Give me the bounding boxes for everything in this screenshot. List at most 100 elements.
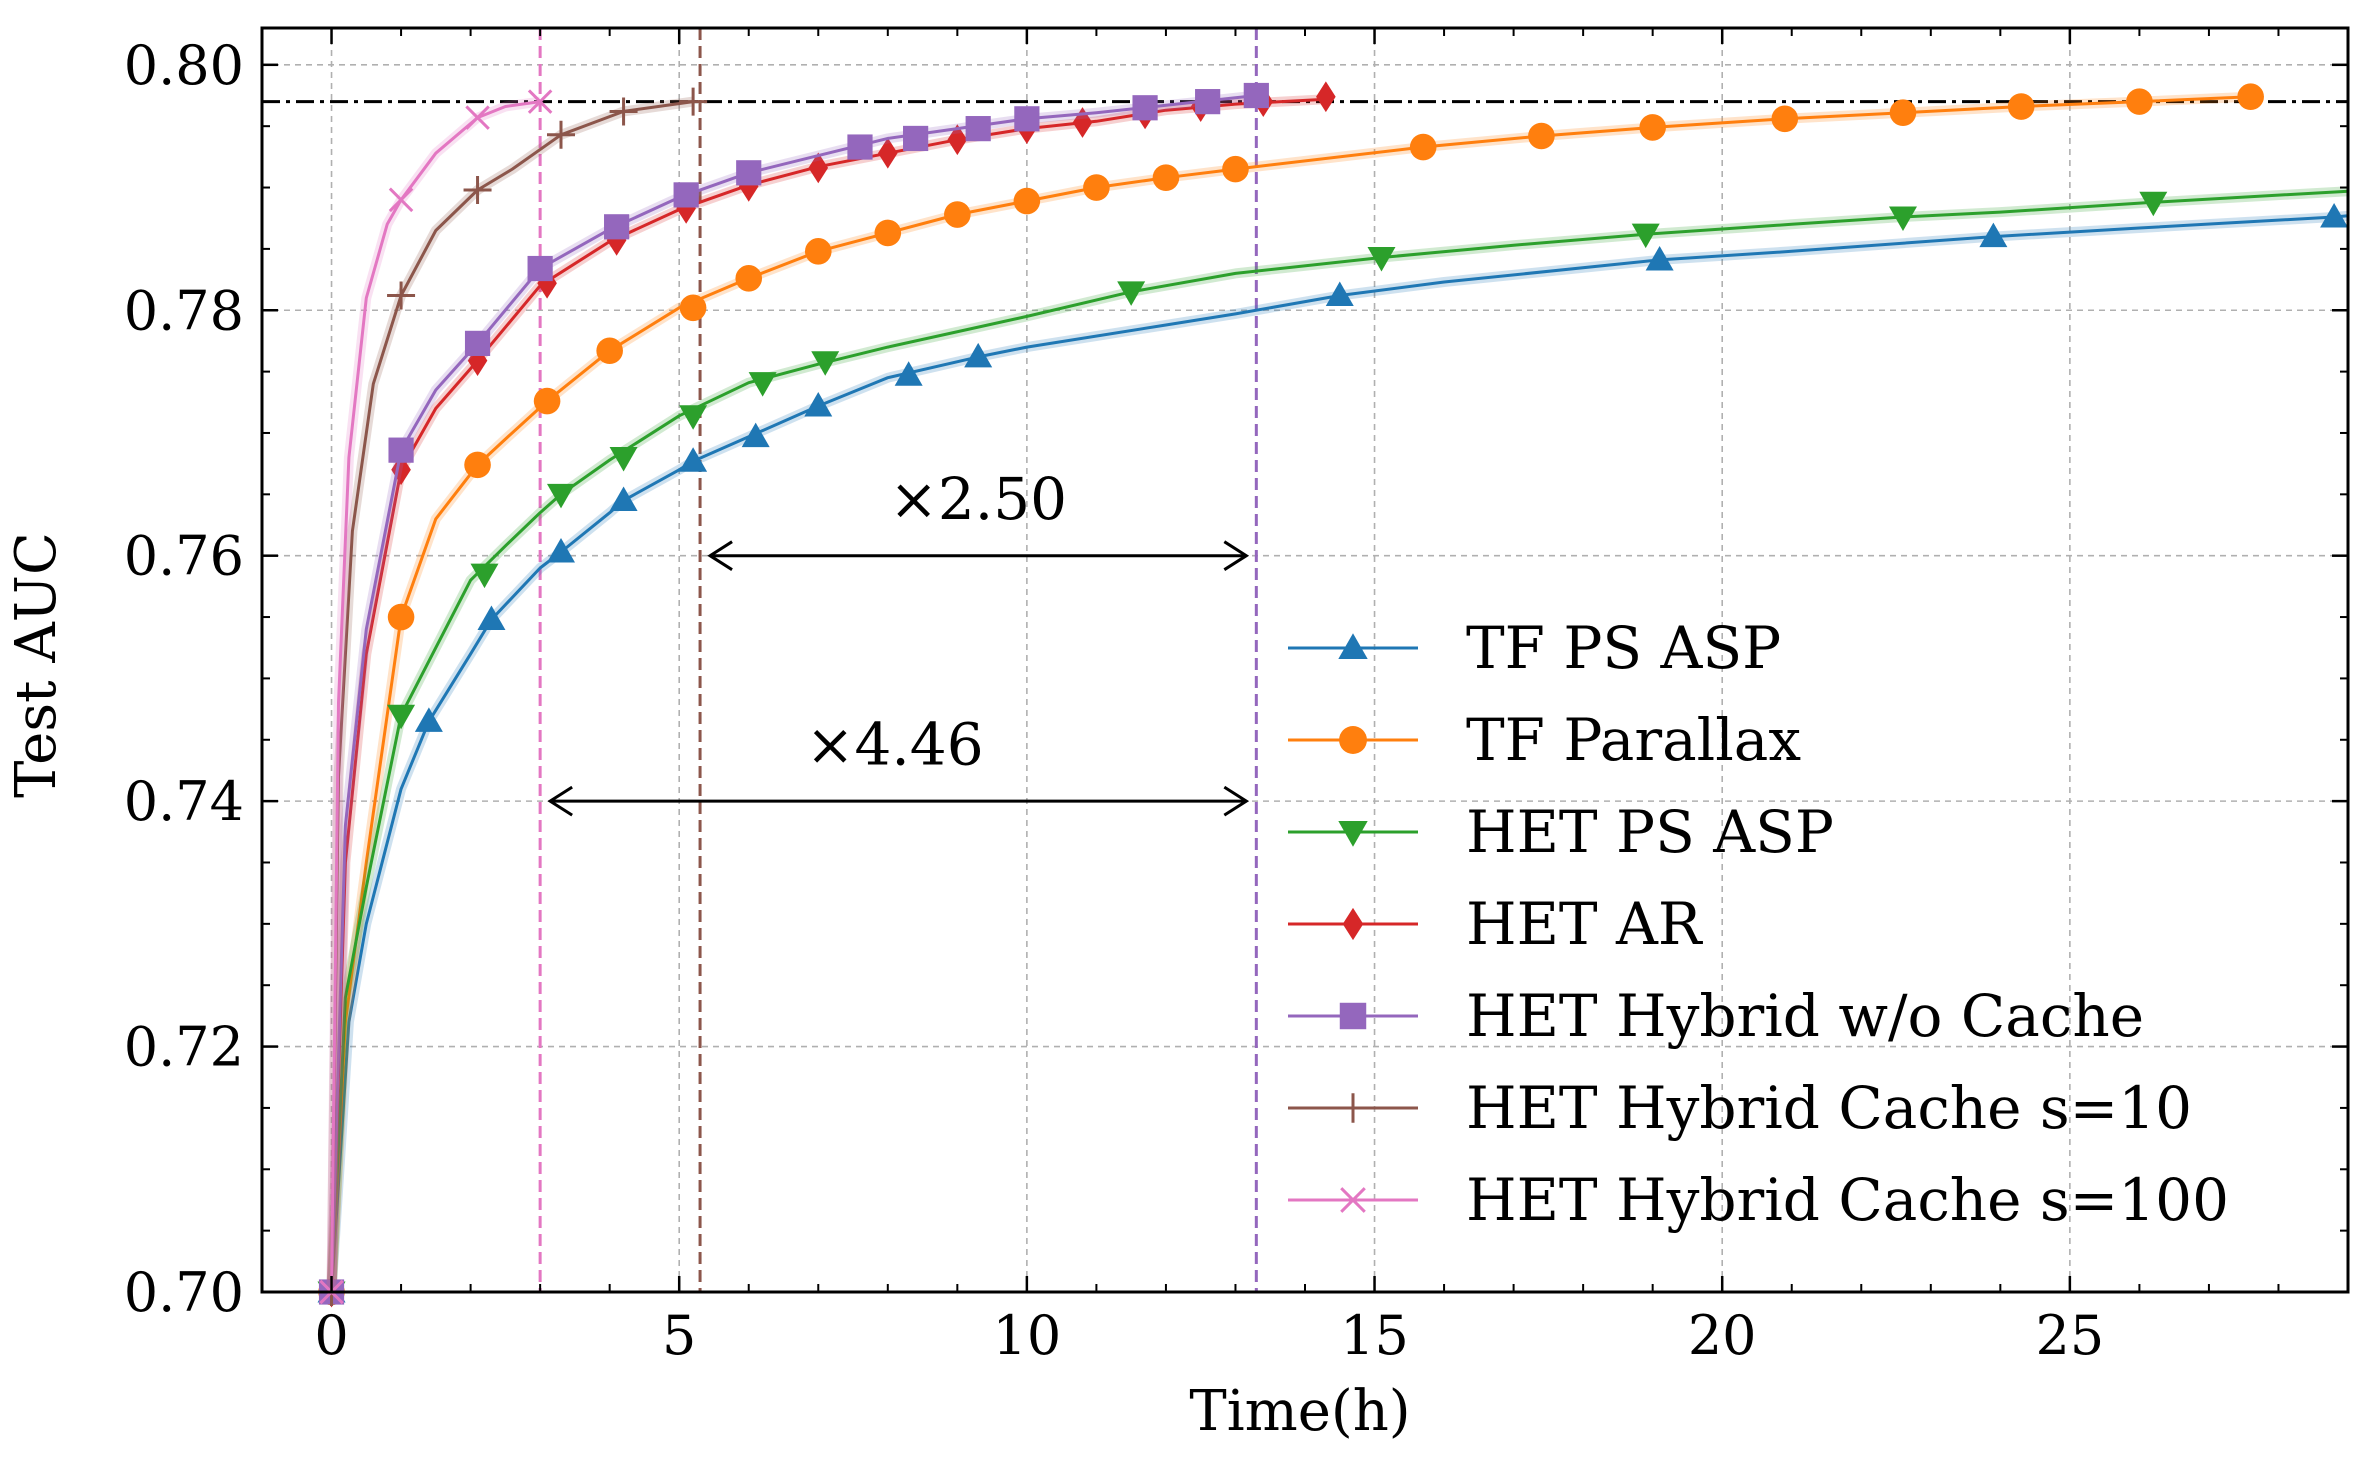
annotation-arrowhead-right: [1223, 785, 1250, 817]
data-series: [317, 81, 2349, 1308]
marker-circle: [1222, 155, 1249, 183]
legend-label: TF Parallax: [1466, 706, 1801, 774]
series-line: [330, 189, 2349, 1293]
marker-square: [1243, 82, 1269, 109]
legend-entry: HET Hybrid w/o Cache: [1288, 982, 2144, 1050]
legend-label: HET Hybrid w/o Cache: [1466, 982, 2144, 1050]
marker-triangle-down: [470, 563, 499, 589]
annotation-label: ×2.50: [889, 465, 1067, 533]
series-line: [330, 100, 694, 1293]
legend-label: HET PS ASP: [1466, 798, 1834, 866]
marker-triangle-up: [609, 486, 638, 511]
legend-label: HET Hybrid Cache s=10: [1466, 1074, 2192, 1142]
marker-triangle-down: [1888, 206, 1917, 231]
marker-diamond: [878, 137, 898, 169]
marker-circle: [804, 238, 832, 265]
marker-circle: [1528, 122, 1555, 150]
marker-diamond: [1342, 907, 1364, 941]
legend-label: HET Hybrid Cache s=100: [1466, 1166, 2229, 1234]
y-tick-label: 0.74: [124, 770, 244, 833]
marker-triangle-up: [1645, 245, 1674, 271]
marker-circle: [1083, 174, 1110, 201]
y-tick-label: 0.70: [124, 1261, 244, 1324]
marker-triangle-up: [2320, 202, 2349, 228]
y-tick-label: 0.72: [124, 1016, 244, 1079]
series-line: [330, 97, 1326, 1293]
marker-plus: [387, 281, 416, 310]
marker-plus: [1338, 1093, 1368, 1123]
marker-plus: [609, 97, 638, 126]
marker-circle: [1013, 187, 1041, 215]
x-tick-label: 5: [662, 1304, 696, 1367]
marker-triangle-up: [804, 391, 833, 417]
marker-square: [1339, 1002, 1367, 1030]
legend-entry: TF PS ASP: [1288, 614, 1781, 682]
marker-circle: [1409, 133, 1437, 161]
marker-triangle-down: [1117, 281, 1146, 306]
marker-circle: [679, 294, 707, 322]
marker-triangle-up: [414, 707, 443, 732]
series-line: [330, 214, 2349, 1293]
axis-ticks: 0 5 10 15 20 25 0.70 0.72 0.74 0.76 0.78 0.80: [124, 28, 2349, 1367]
marker-square: [1132, 95, 1158, 121]
marker-diamond: [1316, 81, 1336, 113]
legend-entry: HET AR: [1288, 890, 1704, 958]
annotation-label: ×4.46: [806, 710, 984, 778]
marker-square: [388, 437, 414, 463]
series-line: [330, 95, 2251, 1293]
marker-diamond: [808, 152, 829, 184]
marker-triangle-down: [1338, 820, 1368, 847]
marker-diamond: [606, 224, 627, 256]
marker-circle: [1639, 114, 1666, 141]
x-tick-label: 10: [993, 1304, 1062, 1367]
marker-square: [965, 116, 991, 142]
y-tick-label: 0.80: [124, 34, 244, 97]
legend-entry: HET Hybrid Cache s=10: [1288, 1074, 2192, 1142]
marker-circle: [1339, 726, 1367, 754]
marker-triangle-down: [679, 405, 708, 430]
grid-lines: [262, 28, 2348, 1293]
marker-circle: [1152, 164, 1180, 192]
x-tick-label: 20: [1688, 1304, 1757, 1367]
marker-circle: [533, 387, 561, 415]
legend-entry: HET PS ASP: [1288, 798, 1834, 866]
marker-triangle-up: [546, 538, 575, 563]
marker-plus: [546, 120, 575, 149]
marker-triangle-down: [1367, 246, 1396, 272]
marker-square: [736, 160, 762, 186]
legend-label: TF PS ASP: [1466, 614, 1781, 682]
marker-circle: [2126, 88, 2153, 115]
legend-label: HET AR: [1466, 890, 1704, 958]
marker-triangle-up: [1979, 222, 2008, 248]
marker-circle: [2237, 83, 2264, 111]
x-tick-label: 25: [2036, 1304, 2105, 1367]
marker-square: [604, 214, 630, 240]
marker-square: [464, 330, 491, 356]
speedup-annotation: ×4.46: [547, 710, 1250, 817]
marker-square: [673, 182, 699, 208]
marker-triangle-down: [811, 351, 840, 376]
x-axis-label: Time(h): [1189, 1379, 1410, 1444]
marker-square: [1195, 89, 1221, 115]
series-het-hybrid-w-o-cache: [318, 82, 1269, 1305]
x-tick-label: 15: [1340, 1304, 1409, 1367]
marker-circle: [596, 337, 623, 365]
marker-circle: [944, 201, 971, 228]
marker-circle: [874, 219, 902, 247]
marker-triangle-down: [748, 372, 777, 397]
series-het-ps-asp: [317, 186, 2349, 1306]
marker-plus: [463, 175, 492, 204]
marker-triangle-up: [964, 342, 993, 368]
annotation-arrowhead-right: [1223, 540, 1250, 571]
marker-square: [847, 134, 873, 160]
marker-triangle-up: [1325, 281, 1354, 307]
series-tf-parallax: [318, 83, 2264, 1306]
speedup-annotation: ×2.50: [707, 465, 1250, 571]
legend-entry: HET Hybrid Cache s=100: [1288, 1166, 2229, 1234]
marker-diamond: [537, 267, 557, 299]
x-tick-label: 0: [314, 1304, 348, 1367]
y-tick-label: 0.78: [124, 279, 244, 342]
marker-circle: [2007, 93, 2035, 120]
annotation-arrowhead-left: [707, 540, 733, 571]
series-line: [330, 100, 541, 1293]
